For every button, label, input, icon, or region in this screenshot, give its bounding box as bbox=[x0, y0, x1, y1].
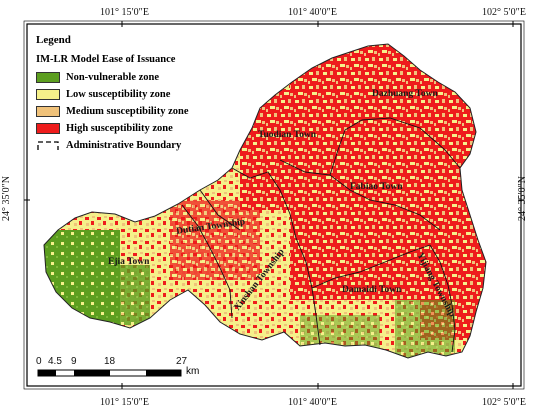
coord-top-2: 101° 40′0″E bbox=[288, 7, 337, 18]
legend-item-non-vulnerable: Non-vulnerable zone bbox=[36, 70, 226, 85]
legend-item-high: High susceptibility zone bbox=[36, 121, 226, 136]
legend-item-medium: Medium susceptibility zone bbox=[36, 104, 226, 119]
place-label-fabiao: Fabiao Town bbox=[350, 182, 403, 192]
swatch-non-vulnerable bbox=[36, 72, 60, 83]
place-label-damaidi: Damaidi Town bbox=[342, 285, 402, 295]
scale-tick-4: 27 bbox=[176, 356, 188, 367]
scale-tick-0: 0 bbox=[36, 356, 42, 367]
region-outline bbox=[43, 43, 487, 359]
coord-bottom-1: 101° 15′0″E bbox=[100, 397, 149, 408]
coord-top-3: 102° 5′0″E bbox=[482, 7, 526, 18]
swatch-low bbox=[36, 89, 60, 100]
legend-label: Low susceptibility zone bbox=[66, 89, 171, 100]
legend-item-boundary: Administrative Boundary bbox=[36, 138, 226, 153]
legend-label: High susceptibility zone bbox=[66, 123, 173, 134]
legend-subtitle: IM-LR Model Ease of Issuance bbox=[36, 54, 176, 65]
place-label-tuodian: Tuodian Town bbox=[258, 130, 317, 140]
scale-tick-1: 4.5 bbox=[48, 356, 62, 367]
scale-unit: km bbox=[186, 366, 200, 377]
admin-boundaries bbox=[181, 117, 461, 353]
coord-right: 24° 35′0″N bbox=[517, 175, 529, 222]
coord-top-1: 101° 15′0″E bbox=[100, 7, 149, 18]
legend-item-low: Low susceptibility zone bbox=[36, 87, 226, 102]
map-legend: Legend IM-LR Model Ease of Issuance Non-… bbox=[36, 34, 226, 155]
boundary-line-icon bbox=[37, 141, 59, 150]
map-frame bbox=[26, 23, 522, 387]
scale-bar-graphic bbox=[37, 369, 182, 377]
scale-tick-2: 9 bbox=[71, 356, 77, 367]
legend-label: Administrative Boundary bbox=[66, 140, 182, 151]
legend-label: Medium susceptibility zone bbox=[66, 106, 189, 117]
graticule-ticks bbox=[24, 21, 524, 389]
coord-bottom-3: 102° 5′0″E bbox=[482, 397, 526, 408]
scale-tick-3: 18 bbox=[104, 356, 116, 367]
place-label-ejia: Ejia Town bbox=[108, 257, 150, 267]
coord-left: 24° 35′0″N bbox=[1, 175, 13, 222]
swatch-medium bbox=[36, 106, 60, 117]
place-label-dazhuang: Dazhuang Town bbox=[372, 89, 438, 99]
legend-label: Non-vulnerable zone bbox=[66, 72, 160, 83]
legend-title: Legend bbox=[36, 34, 71, 46]
coord-bottom-2: 101° 40′0″E bbox=[288, 397, 337, 408]
swatch-high bbox=[36, 123, 60, 134]
